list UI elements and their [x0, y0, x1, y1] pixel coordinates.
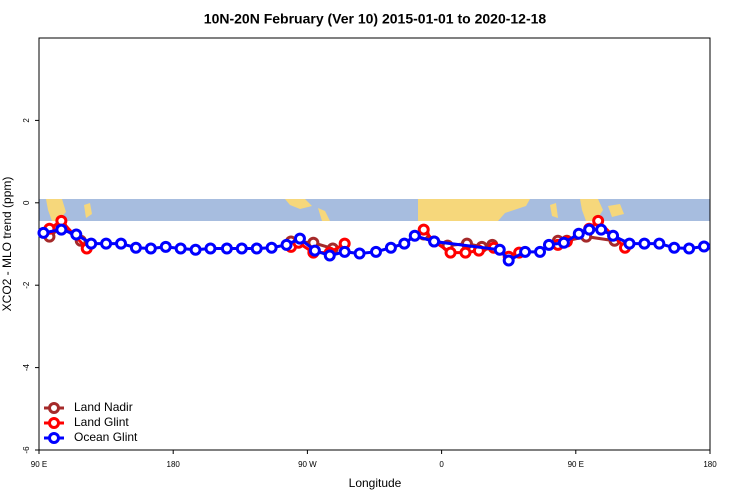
data-point [159, 240, 172, 253]
data-point [502, 254, 515, 267]
x-axis-label: Longitude [349, 476, 402, 490]
data-point [100, 237, 113, 250]
chart-title: 10N-20N February (Ver 10) 2015-01-01 to … [204, 11, 547, 27]
data-point [638, 237, 651, 250]
data-point [220, 242, 233, 255]
data-point [583, 223, 596, 236]
data-point [129, 241, 142, 254]
data-point [189, 243, 202, 256]
y-tick-label: -2 [22, 281, 31, 289]
legend-label: Ocean Glint [74, 430, 138, 444]
land [608, 204, 624, 217]
legend-marker [48, 417, 60, 429]
data-point [668, 241, 681, 254]
data-point [384, 241, 397, 254]
data-point [534, 245, 547, 258]
data-point [572, 227, 585, 240]
legend-label: Land Nadir [74, 400, 133, 414]
data-point [459, 246, 472, 259]
x-tick-label: 0 [439, 460, 444, 469]
data-point [698, 240, 711, 253]
data-point [519, 245, 532, 258]
data-point [408, 229, 421, 242]
x-tick-label: 90 E [31, 460, 47, 469]
plot-frame [38, 37, 711, 451]
data-point [653, 237, 666, 250]
data-point [444, 246, 457, 259]
data-point [417, 223, 430, 236]
land [550, 203, 558, 218]
land [418, 199, 530, 221]
x-tick-label: 180 [703, 460, 717, 469]
data-point [428, 235, 441, 248]
data-point [323, 249, 336, 262]
data-point [623, 237, 636, 250]
y-tick-label: 0 [22, 200, 31, 205]
y-tick-label: -6 [22, 446, 31, 454]
data-point [235, 242, 248, 255]
legend-marker [48, 402, 60, 414]
x-tick-label: 90 W [298, 460, 317, 469]
x-tick-label: 180 [167, 460, 181, 469]
data-point [338, 245, 351, 258]
data-point [607, 229, 620, 242]
y-tick-label: -4 [22, 363, 31, 371]
data-point [37, 226, 50, 239]
data-point [369, 245, 382, 258]
data-point [85, 237, 98, 250]
ocean-band [39, 199, 710, 221]
data-point [493, 243, 506, 256]
data-point [595, 223, 608, 236]
data-point [70, 228, 83, 241]
map-strip [39, 199, 710, 221]
data-point [204, 242, 217, 255]
data-point [265, 241, 278, 254]
data-point [174, 242, 187, 255]
data-point [557, 236, 570, 249]
land [84, 203, 92, 218]
data-point [353, 247, 366, 260]
legend-marker [48, 432, 60, 444]
data-point [683, 242, 696, 255]
data-point [250, 242, 263, 255]
data-point [308, 244, 321, 257]
y-tick-label: 2 [22, 118, 31, 123]
data-point [144, 242, 157, 255]
data-point [280, 238, 293, 251]
x-tick-label: 90 E [568, 460, 584, 469]
data-point [55, 223, 68, 236]
data-point [115, 237, 128, 250]
legend-label: Land Glint [74, 415, 129, 429]
land [318, 208, 330, 221]
data-point [398, 237, 411, 250]
y-axis-label: XCO2 - MLO trend (ppm) [0, 177, 14, 312]
data-point [542, 238, 555, 251]
data-point [293, 232, 306, 245]
land [285, 199, 312, 209]
